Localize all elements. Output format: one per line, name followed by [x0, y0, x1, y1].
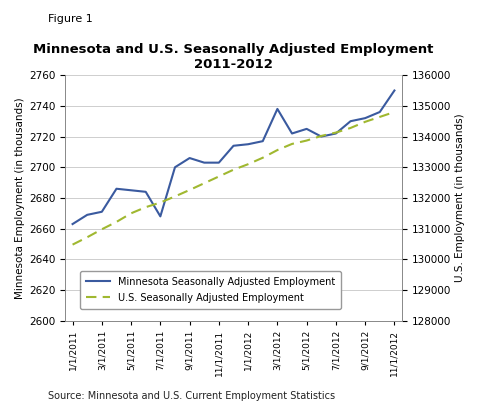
Text: Source: Minnesota and U.S. Current Employment Statistics: Source: Minnesota and U.S. Current Emplo… [48, 391, 335, 401]
Title: Minnesota and U.S. Seasonally Adjusted Employment
2011-2012: Minnesota and U.S. Seasonally Adjusted E… [33, 43, 434, 71]
Text: Figure 1: Figure 1 [48, 14, 93, 24]
Y-axis label: Minnesota Employment (in thousands): Minnesota Employment (in thousands) [15, 97, 25, 299]
Legend: Minnesota Seasonally Adjusted Employment, U.S. Seasonally Adjusted Employment: Minnesota Seasonally Adjusted Employment… [80, 271, 341, 309]
Y-axis label: U.S. Employment (in thousands): U.S. Employment (in thousands) [455, 114, 465, 282]
